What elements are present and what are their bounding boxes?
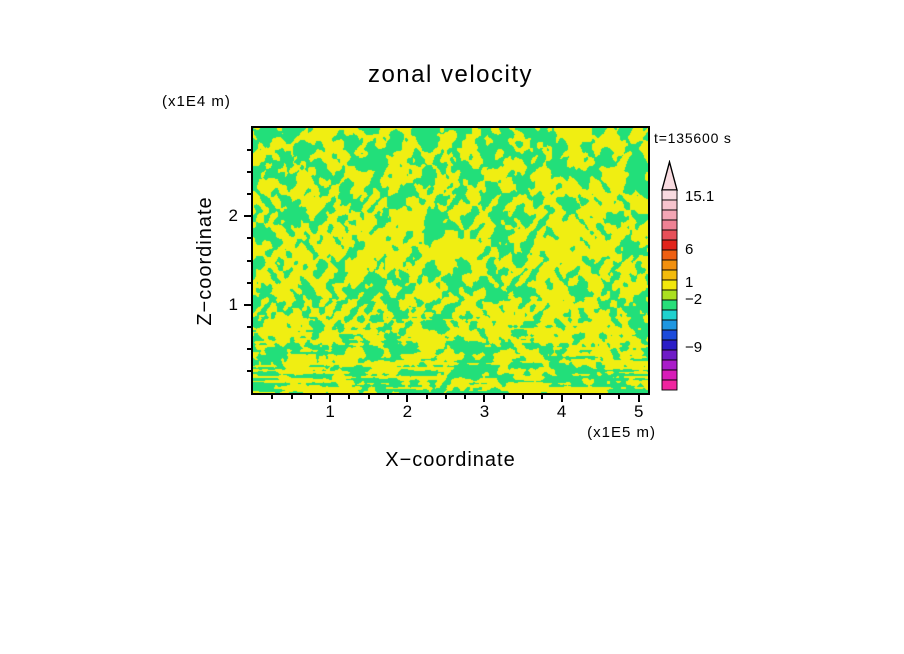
colorbar-segment bbox=[661, 369, 678, 381]
y-axis-minor-tick bbox=[247, 171, 251, 174]
x-axis-minor-tick bbox=[367, 395, 370, 399]
colorbar-segment bbox=[661, 259, 678, 271]
y-axis-tick-label: 1 bbox=[228, 294, 238, 314]
x-axis-minor-tick bbox=[290, 395, 293, 399]
colorbar-segment bbox=[661, 339, 678, 351]
x-axis-minor-tick bbox=[348, 395, 351, 399]
x-axis-tick-label: 5 bbox=[634, 402, 644, 421]
plot-frame bbox=[251, 126, 650, 395]
x-axis-minor-tick bbox=[387, 395, 389, 399]
x-axis-tick-label: 3 bbox=[479, 402, 490, 421]
y-axis-major-tick bbox=[244, 303, 251, 306]
colorbar-segment bbox=[661, 329, 678, 341]
x-axis-major-tick bbox=[637, 395, 640, 402]
x-axis-minor-tick bbox=[444, 395, 447, 399]
y-axis-major-tick bbox=[244, 215, 251, 218]
colorbar-tick-label: −9 bbox=[685, 339, 702, 356]
colorbar-segment bbox=[661, 199, 678, 211]
chart-title: zonal velocity bbox=[367, 61, 534, 88]
x-axis-unit-label: (x1E5 m) bbox=[587, 424, 656, 441]
y-axis-minor-tick bbox=[247, 369, 251, 372]
colorbar-arrow-icon bbox=[661, 160, 678, 191]
colorbar-segment bbox=[661, 359, 678, 371]
x-axis-minor-tick bbox=[618, 395, 621, 399]
x-axis-minor-tick bbox=[309, 395, 312, 399]
y-axis-minor-tick bbox=[247, 259, 251, 262]
y-axis-minor-tick bbox=[247, 325, 251, 328]
x-axis-tick-label: 1 bbox=[325, 402, 335, 421]
colorbar-segment bbox=[661, 229, 678, 241]
y-axis-minor-tick bbox=[247, 237, 251, 240]
x-axis-minor-tick bbox=[464, 395, 467, 399]
x-axis-major-tick bbox=[483, 395, 486, 402]
y-axis-tick-label: 2 bbox=[228, 206, 238, 226]
x-axis-major-tick bbox=[406, 395, 409, 402]
colorbar-tick-label: 15.1 bbox=[685, 188, 714, 205]
x-axis-minor-tick bbox=[502, 395, 505, 399]
x-axis-major-tick bbox=[329, 395, 332, 402]
colorbar-segment bbox=[661, 319, 678, 331]
x-axis-title: X−coordinate bbox=[385, 449, 516, 471]
colorbar-segment bbox=[661, 379, 678, 391]
x-axis-minor-tick bbox=[541, 395, 544, 399]
x-axis-minor-tick bbox=[579, 395, 582, 399]
colorbar-segment bbox=[661, 219, 678, 231]
colorbar-segment bbox=[661, 349, 678, 361]
y-axis-unit-label: (x1E4 m) bbox=[162, 93, 231, 110]
x-axis-minor-tick bbox=[522, 395, 525, 399]
colorbar-segment bbox=[661, 289, 678, 301]
y-axis-minor-tick bbox=[247, 193, 251, 196]
x-axis-tick-label: 4 bbox=[556, 402, 567, 421]
y-axis-minor-tick bbox=[247, 149, 251, 152]
colorbar-tick-label: 6 bbox=[685, 241, 693, 258]
x-axis-minor-tick bbox=[271, 395, 274, 399]
colorbar-segment bbox=[661, 239, 678, 251]
y-axis-title: Z−coordinate bbox=[194, 196, 216, 326]
y-axis-minor-tick bbox=[247, 347, 251, 350]
colorbar-segment bbox=[661, 189, 678, 201]
time-annotation: t=135600 s bbox=[654, 130, 732, 146]
colorbar-tick-label: −2 bbox=[685, 291, 702, 308]
colorbar-tick-label: 1 bbox=[685, 274, 693, 291]
colorbar-segment bbox=[661, 249, 678, 261]
x-axis-tick-label: 2 bbox=[402, 402, 413, 421]
colorbar: 15.1 6 1−2 −9 bbox=[661, 160, 714, 391]
colorbar-segment bbox=[661, 269, 678, 281]
colorbar-segment bbox=[661, 209, 678, 221]
colorbar-segment bbox=[661, 279, 678, 291]
colorbar-segment bbox=[661, 309, 678, 321]
velocity-field-canvas bbox=[253, 128, 648, 393]
x-axis-minor-tick bbox=[425, 395, 428, 399]
colorbar-segment bbox=[661, 299, 678, 311]
y-axis-minor-tick bbox=[247, 281, 251, 284]
x-axis-minor-tick bbox=[599, 395, 602, 399]
x-axis-major-tick bbox=[560, 395, 563, 402]
